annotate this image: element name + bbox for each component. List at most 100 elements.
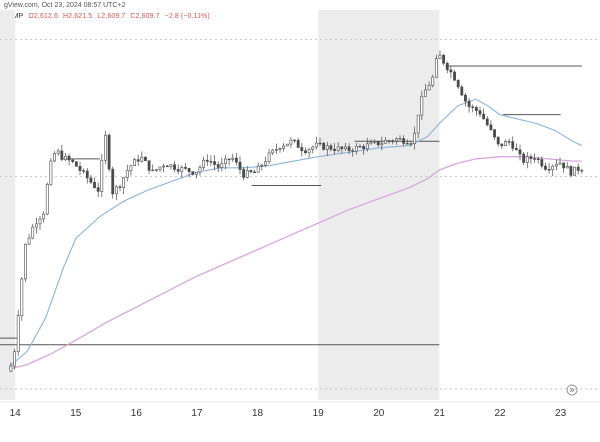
candle-body — [544, 165, 547, 170]
candle-15 — [64, 153, 67, 162]
candle-150 — [554, 159, 558, 171]
candle-120 — [445, 61, 449, 74]
candle-body — [56, 150, 60, 154]
candle-53 — [202, 156, 206, 171]
candle-body — [133, 159, 136, 167]
candle-body — [478, 110, 482, 115]
candle-body — [227, 158, 231, 161]
candle-94 — [351, 148, 355, 157]
candle-body — [344, 146, 347, 150]
candle-29 — [114, 185, 118, 201]
candle-103 — [384, 137, 387, 144]
candle-body — [271, 149, 275, 154]
candle-134 — [496, 136, 500, 147]
candle-body — [518, 149, 522, 155]
candle-105 — [391, 139, 395, 145]
candle-133 — [493, 128, 496, 141]
candle-body — [420, 96, 424, 116]
candle-body — [347, 146, 351, 151]
candle-26 — [104, 130, 107, 164]
candle-43 — [165, 164, 169, 168]
candle-13 — [56, 148, 60, 156]
candle-112 — [416, 114, 420, 139]
candle-body — [514, 148, 518, 151]
weekend-shade-0 — [0, 10, 16, 400]
x-tick-label-16: 16 — [131, 408, 143, 419]
candle-body — [554, 163, 558, 167]
candle-body — [165, 165, 169, 168]
candle-149 — [551, 164, 555, 177]
candle-body — [202, 159, 206, 168]
candle-body — [158, 166, 162, 170]
candle-143 — [529, 154, 533, 164]
candle-126 — [467, 97, 471, 113]
candle-8 — [38, 215, 42, 231]
candle-body — [67, 155, 71, 161]
candle-body — [365, 143, 369, 150]
go-to-realtime-icon[interactable] — [566, 384, 578, 396]
candle-99 — [369, 139, 373, 145]
ohlc-high: H2,621.5 — [63, 13, 93, 20]
candle-body — [467, 100, 471, 108]
candle-50 — [191, 171, 195, 176]
candle-25 — [100, 154, 104, 198]
candle-body — [187, 168, 191, 172]
candle-body — [340, 146, 344, 150]
x-tick-label-19: 19 — [313, 408, 325, 419]
candle-11 — [49, 158, 53, 186]
candle-body — [380, 142, 384, 146]
candle-body — [104, 134, 107, 161]
candle-117 — [434, 54, 438, 79]
candle-body — [424, 89, 427, 97]
x-tick-label-23: 23 — [555, 408, 567, 419]
candle-body — [169, 164, 173, 167]
candle-57 — [216, 161, 220, 173]
candle-body — [456, 79, 460, 88]
candle-body — [362, 146, 366, 150]
candle-86 — [322, 141, 326, 151]
candle-136 — [504, 139, 507, 147]
candle-body — [329, 145, 333, 150]
candle-60 — [227, 158, 231, 166]
candle-132 — [489, 120, 493, 131]
candle-body — [100, 159, 104, 192]
candle-body — [16, 315, 20, 353]
candle-92 — [344, 142, 347, 152]
candle-141 — [522, 152, 526, 166]
candle-body — [147, 160, 151, 171]
candle-body — [136, 159, 140, 162]
candle-80 — [300, 142, 304, 157]
candle-46 — [176, 164, 180, 175]
candle-54 — [205, 154, 209, 166]
candle-body — [431, 76, 435, 86]
candle-body — [282, 145, 286, 149]
candle-body — [107, 134, 111, 170]
candle-body — [27, 237, 31, 245]
candle-22 — [89, 175, 93, 184]
candle-69 — [260, 163, 264, 171]
candle-122 — [453, 69, 456, 81]
candle-138 — [511, 136, 515, 152]
candle-body — [238, 161, 242, 170]
candle-body — [402, 138, 406, 144]
candle-83 — [311, 145, 315, 154]
candle-101 — [376, 141, 380, 148]
candle-body — [580, 169, 584, 172]
candle-98 — [365, 137, 369, 152]
candle-41 — [158, 166, 162, 172]
candle-4 — [24, 243, 27, 283]
candle-115 — [427, 81, 431, 91]
candle-body — [194, 171, 198, 175]
candle-104 — [387, 139, 391, 144]
candle-body — [296, 140, 300, 148]
candle-88 — [329, 143, 333, 152]
candle-body — [278, 148, 282, 150]
candle-33 — [129, 164, 133, 176]
candle-body — [434, 58, 438, 78]
candle-body — [351, 150, 355, 152]
candle-body — [191, 171, 195, 175]
candle-body — [511, 141, 515, 149]
candle-125 — [464, 93, 467, 107]
x-tick-label-18: 18 — [252, 408, 264, 419]
